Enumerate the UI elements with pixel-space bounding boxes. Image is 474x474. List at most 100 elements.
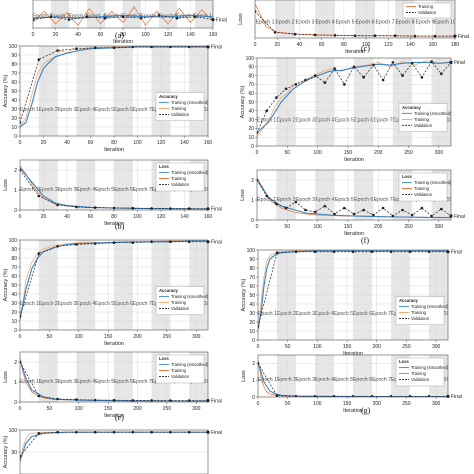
x-tick-label: 40 (64, 140, 70, 146)
epoch-label: Epoch 4 (86, 13, 105, 19)
y-tick-label: 40 (11, 98, 17, 104)
validation-point (169, 207, 172, 210)
x-tick-label: 150 (104, 406, 113, 412)
validation-point (37, 58, 41, 61)
validation-point (351, 395, 355, 397)
final-marker (449, 60, 453, 64)
epoch-label: Epoch 1 (258, 311, 277, 317)
legend-box (398, 103, 448, 132)
validation-point (20, 455, 22, 458)
y-tick-label: 1 (252, 378, 255, 384)
validation-point (169, 240, 172, 244)
x-tick-label: 0 (19, 406, 22, 412)
validation-point (293, 32, 297, 36)
validation-point (150, 207, 153, 210)
x-tick-label: 80 (341, 42, 347, 48)
validation-point (150, 46, 153, 49)
y-tick-label: 60 (248, 91, 254, 97)
x-tick-label: 20 (274, 42, 280, 48)
y-tick-label: 100 (9, 238, 18, 244)
x-tick-label: 150 (344, 224, 353, 230)
chart-g-loss: Epoch 1 Epoch 2 Epoch 3 Epoch 4 Epoch 5 Epoch… (241, 354, 462, 414)
legend-entry: Training (smoothed) (171, 362, 209, 367)
validation-point (373, 34, 377, 38)
validation-point (313, 74, 317, 77)
legend-entry: Training (414, 186, 430, 191)
x-tick-label: 0 (256, 224, 259, 230)
validation-point (193, 15, 197, 19)
y-tick-label: 0 (252, 395, 255, 401)
y-tick-label: 10 (11, 125, 17, 131)
epoch-band (275, 0, 295, 38)
validation-point (370, 395, 374, 397)
validation-point (131, 46, 135, 49)
x-tick-label: 50 (285, 150, 291, 156)
epoch-label: Epoch 7 (374, 117, 393, 123)
legend-entry: Validation (414, 192, 433, 197)
validation-point (265, 194, 269, 198)
x-tick-label: 20 (41, 214, 47, 220)
legend-entry: Training (smoothed) (411, 365, 449, 370)
caption-b: (b) (115, 222, 125, 231)
epoch-band (355, 0, 375, 38)
validation-point (103, 16, 107, 20)
x-tick-label: 300 (435, 150, 444, 156)
x-tick-label: 40 (75, 32, 81, 38)
x-tick-label: 50 (47, 334, 53, 340)
legend-entry: Training (418, 4, 434, 9)
x-tick-label: 100 (133, 140, 142, 146)
epoch-label: Epoch 3 (296, 117, 315, 123)
y-tick-label: 40 (11, 292, 17, 298)
final-marker (211, 18, 215, 22)
epoch-label: Epoch 3 (295, 20, 314, 26)
x-tick-label: 0 (19, 334, 22, 340)
y-tick-label: 80 (249, 266, 255, 272)
final-label: Final (211, 45, 222, 51)
validation-point (187, 430, 191, 434)
y-tick-label: 100 (9, 44, 18, 50)
validation-point (75, 205, 78, 209)
validation-point (313, 33, 317, 37)
x-tick-label: 0 (19, 140, 22, 146)
final-marker (206, 430, 210, 434)
epoch-label: Epoch 7 (372, 311, 391, 317)
x-tick-label: 0 (257, 401, 260, 407)
y-tick-label: 90 (249, 257, 255, 263)
epoch-label: Epoch 2 (275, 20, 294, 26)
validation-point (37, 432, 41, 435)
x-tick-label: 250 (402, 344, 411, 350)
x-axis-label: Iteration (344, 231, 364, 237)
final-label: Final (454, 214, 465, 220)
validation-point (131, 399, 135, 402)
y-tick-label: 0 (14, 208, 17, 214)
epoch-label: Epoch 9 (415, 20, 434, 26)
epoch-label: Epoch 1 (257, 117, 276, 123)
epoch-band (195, 0, 213, 28)
validation-point (370, 250, 374, 254)
epoch-band (276, 170, 296, 220)
validation-point (93, 206, 97, 209)
chart-b-loss: Epoch 1 Epoch 2 Epoch 3 Epoch 4 Epoch 5 Epoch… (3, 159, 222, 227)
y-tick-label: 50 (11, 89, 17, 95)
series-validation-line (257, 179, 451, 217)
final-label: Final (211, 207, 222, 213)
epoch-band (315, 0, 335, 38)
legend-entry: Training (smoothed) (171, 294, 209, 299)
validation-point (112, 398, 116, 402)
validation-point (362, 76, 366, 79)
axes-frame (254, 0, 456, 39)
final-marker (206, 399, 210, 403)
plot-area (20, 430, 208, 474)
epoch-band (76, 352, 96, 402)
y-axis-label: Loss (241, 370, 247, 382)
epoch-label: Epoch 2 (50, 13, 69, 19)
epoch-label: Epoch 10 (434, 20, 456, 26)
y-tick-label: 50 (249, 293, 255, 299)
epoch-label: Epoch 4 (315, 311, 334, 317)
y-tick-label: 60 (11, 274, 17, 280)
x-tick-label: 200 (374, 224, 383, 230)
validation-point (75, 243, 78, 246)
